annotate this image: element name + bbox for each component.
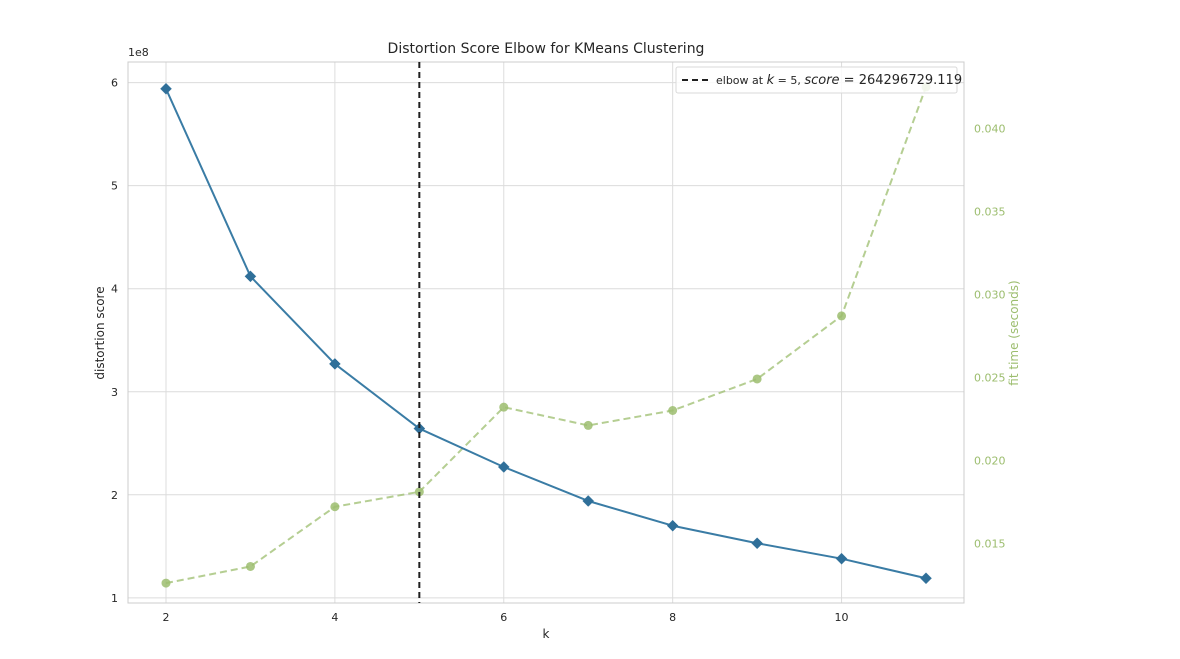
legend: elbow at k = 5, score = 264296729.119: [675, 66, 962, 94]
y-tick-label: 5: [111, 180, 118, 193]
distortion-point: [160, 82, 172, 95]
y-offset-label: 1e8: [128, 46, 149, 59]
fit-time-line: [165, 86, 927, 585]
y2-tick-label: 0.035: [974, 205, 1006, 218]
legend-box: [675, 66, 958, 94]
x-tick-label: 4: [331, 611, 338, 624]
y-tick-label: 4: [111, 283, 118, 296]
x-tick-labels: 2 4 6 8 10: [163, 611, 849, 624]
distortion-point: [751, 537, 763, 550]
legend-var-k: k: [767, 73, 775, 88]
fit-time-point: [414, 487, 424, 497]
legend-eq-score: = 264296729.119: [840, 73, 963, 88]
fit-time-point: [837, 311, 847, 321]
distortion-point: [666, 519, 679, 532]
x-tick-label: 2: [163, 611, 170, 624]
y2-axis-label: fit time (seconds): [1007, 280, 1021, 385]
chart-title: Distortion Score Elbow for KMeans Cluste…: [388, 41, 705, 57]
fit-time-point: [245, 561, 255, 571]
y2-tick-label: 0.040: [974, 122, 1006, 135]
y2-tick-label: 0.030: [974, 288, 1006, 301]
legend-eq-k: = 5,: [774, 74, 804, 87]
y-tick-label: 3: [111, 386, 118, 399]
y-axis-label: distortion score: [93, 286, 107, 379]
fit-time-point: [499, 402, 509, 412]
y-tick-label: 6: [111, 77, 118, 90]
y2-tick-label: 0.025: [974, 371, 1006, 384]
legend-var-score: score: [804, 73, 839, 88]
distortion-line: [165, 88, 927, 580]
x-tick-label: 10: [835, 611, 849, 624]
y-tick-label: 2: [111, 489, 118, 502]
plot-frame: [127, 61, 965, 604]
legend-elbow-label: elbow at k = 5, score = 264296729.119: [716, 73, 962, 88]
x-tick-label: 8: [669, 611, 676, 624]
x-tick-label: 6: [500, 611, 507, 624]
y2-tick-label: 0.015: [974, 537, 1006, 550]
fit-time-point: [668, 405, 678, 415]
fit-time-point: [752, 374, 762, 384]
grid-layer: [128, 62, 964, 603]
y2-tick-labels: 0.015 0.020 0.025 0.030 0.035 0.040: [974, 122, 1006, 550]
distortion-point: [244, 270, 257, 283]
y-tick-label: 1: [111, 592, 118, 605]
fit-time-point: [330, 502, 340, 512]
y2-tick-label: 0.020: [974, 454, 1006, 467]
distortion-point: [835, 552, 848, 565]
fit-time-point: [583, 420, 593, 430]
fit-time-point: [161, 578, 171, 588]
legend-prefix: elbow at: [716, 74, 767, 87]
distortion-point: [497, 461, 510, 473]
series-layer: [160, 82, 932, 588]
x-axis-label: k: [543, 627, 550, 641]
distortion-point: [582, 495, 595, 507]
distortion-point: [920, 572, 932, 585]
y-tick-labels: 1 2 3 4 5 6: [111, 77, 118, 605]
distortion-point: [329, 358, 341, 370]
